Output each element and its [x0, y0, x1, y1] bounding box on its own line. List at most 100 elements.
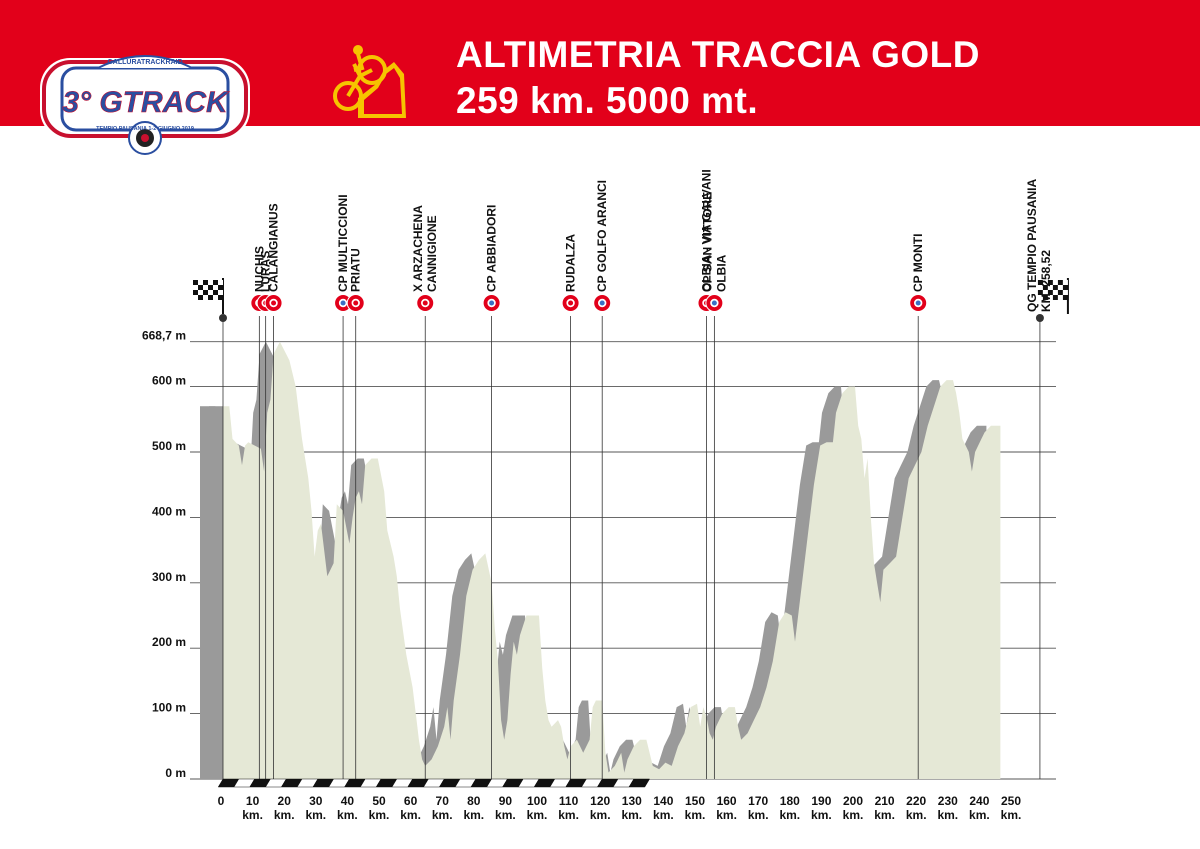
y-tick-label: 400 m — [152, 504, 186, 518]
x-tick-unit: km. — [906, 808, 927, 822]
x-tick-label: 10 — [246, 794, 260, 808]
x-tick-label: 90 — [499, 794, 513, 808]
flag-square — [1057, 290, 1063, 295]
x-tick-label: 50 — [372, 794, 386, 808]
x-tick-unit: km. — [337, 808, 358, 822]
flag-square — [1042, 290, 1048, 295]
flag-square — [218, 290, 223, 295]
waypoint-label: CP MONTI — [911, 234, 925, 292]
x-tick-unit: km. — [590, 808, 611, 822]
y-tick-label: 100 m — [152, 701, 186, 715]
x-tick-unit: km. — [242, 808, 263, 822]
x-tick-unit: km. — [811, 808, 832, 822]
y-tick-label: 200 m — [152, 635, 186, 649]
x-tick-label: 250 — [1001, 794, 1021, 808]
waypoint-label: CP MULTICCIONI — [336, 194, 350, 292]
x-tick-unit: km. — [716, 808, 737, 822]
marker-core — [568, 300, 574, 306]
waypoint-label-line2: OLBIA — [714, 254, 728, 292]
flag-square — [213, 280, 218, 285]
flag-square — [1052, 280, 1058, 285]
waypoint-label-line1: CP SAN VITTORE — [700, 192, 714, 292]
x-tick-label: 160 — [717, 794, 737, 808]
flag-square — [1057, 280, 1063, 285]
waypoint-label: CP ABBIADORI — [485, 205, 499, 292]
axis-band-segment — [628, 778, 651, 788]
flag-square — [1042, 280, 1048, 285]
flag-square — [193, 285, 198, 290]
waypoint-label: RUDALZA — [564, 234, 578, 292]
x-tick-unit: km. — [1001, 808, 1022, 822]
marker-core — [340, 300, 346, 306]
flag-square — [208, 280, 213, 285]
flag-square — [193, 280, 198, 285]
x-tick-label: 140 — [653, 794, 673, 808]
profile-area — [223, 341, 1001, 779]
flag-square — [1047, 280, 1053, 285]
waypoint-label: CALANGIANUS — [267, 203, 281, 292]
marker-core — [271, 300, 277, 306]
waypoint-label: NUCHIS — [252, 246, 266, 292]
marker-core — [915, 300, 921, 306]
waypoint-label: OLBIA - VIA GALVANI — [699, 169, 713, 292]
flag-square — [1062, 290, 1068, 295]
flag-square — [1062, 280, 1068, 285]
waypoint-label-line1: QG TEMPIO PAUSANIA — [1025, 179, 1039, 312]
x-tick-unit: km. — [969, 808, 990, 822]
x-tick-label: 190 — [811, 794, 831, 808]
flag-square — [1042, 295, 1048, 300]
page-subtitle: 259 km. 5000 mt. — [456, 80, 759, 121]
x-tick-label: 70 — [436, 794, 450, 808]
flag-square — [198, 280, 203, 285]
waypoint-label-line2: CANNIGIONE — [425, 215, 439, 292]
x-tick-unit: km. — [305, 808, 326, 822]
x-tick-unit: km. — [748, 808, 769, 822]
x-tick-unit: km. — [685, 808, 706, 822]
flag-square — [203, 290, 208, 295]
flag-square — [193, 290, 198, 295]
y-tick-label: 300 m — [152, 570, 186, 584]
flag-square — [1052, 285, 1058, 290]
waypoint-label: LURAS — [259, 251, 273, 292]
flag-square — [1057, 295, 1063, 300]
flag-square — [203, 280, 208, 285]
start-flag-icon — [193, 278, 224, 314]
x-tick-unit: km. — [779, 808, 800, 822]
flag-square — [203, 295, 208, 300]
marker-core — [599, 300, 605, 306]
x-tick-unit: km. — [874, 808, 895, 822]
x-tick-label: 30 — [309, 794, 323, 808]
x-tick-label: 230 — [938, 794, 958, 808]
y-tick-label: 500 m — [152, 439, 186, 453]
x-tick-label: 100 — [527, 794, 547, 808]
x-tick-label: 150 — [685, 794, 705, 808]
x-tick-label: 110 — [559, 794, 579, 808]
x-tick-label: 220 — [906, 794, 926, 808]
x-tick-unit: km. — [463, 808, 484, 822]
x-tick-unit: km. — [937, 808, 958, 822]
x-tick-unit: km. — [400, 808, 421, 822]
x-tick-unit: km. — [369, 808, 390, 822]
y-tick-label: 0 m — [165, 766, 186, 780]
flag-square — [1047, 295, 1053, 300]
y-tick-label: 600 m — [152, 374, 186, 388]
flag-square — [218, 295, 223, 300]
x-tick-label: 130 — [622, 794, 642, 808]
waypoint-label: CP GOLFO ARANCI — [595, 180, 609, 292]
flag-square — [213, 295, 218, 300]
x-tick-unit: km. — [432, 808, 453, 822]
x-tick-unit: km. — [558, 808, 579, 822]
flag-square — [1062, 285, 1068, 290]
flag-square — [213, 290, 218, 295]
endpoint-dot — [1035, 314, 1044, 322]
x-tick-label: 80 — [467, 794, 481, 808]
flag-square — [208, 285, 213, 290]
flag-square — [218, 280, 223, 285]
flag-square — [1037, 290, 1043, 295]
logo-top-text: GALLURATRACKRAID — [107, 59, 182, 66]
flag-square — [1037, 280, 1043, 285]
flag-square — [198, 285, 203, 290]
marker-core — [353, 300, 359, 306]
flag-square — [213, 285, 218, 290]
flag-square — [1042, 285, 1048, 290]
